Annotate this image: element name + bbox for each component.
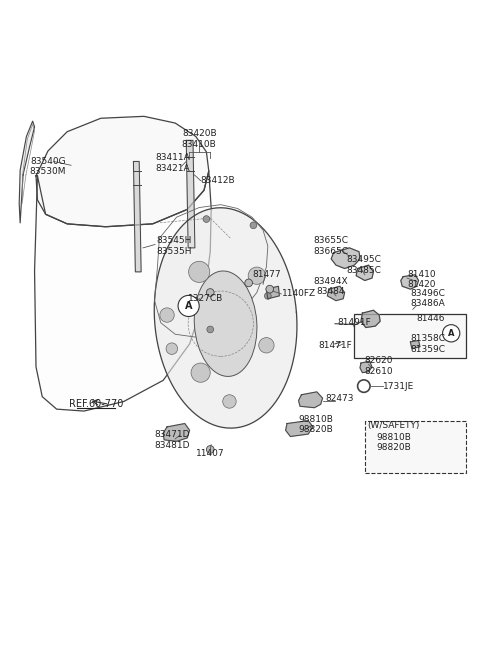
Polygon shape: [154, 208, 297, 428]
Text: 83496C
83486A: 83496C 83486A: [411, 289, 445, 308]
Circle shape: [189, 261, 210, 283]
Circle shape: [166, 343, 178, 354]
Circle shape: [266, 285, 274, 293]
Text: 98810B
98820B: 98810B 98820B: [376, 433, 411, 453]
Text: (W/SAFETY): (W/SAFETY): [367, 421, 420, 430]
Text: 83495C
83485C: 83495C 83485C: [347, 256, 381, 275]
Polygon shape: [356, 265, 373, 281]
Circle shape: [207, 326, 214, 333]
Polygon shape: [410, 340, 420, 349]
Text: 82620
82610: 82620 82610: [364, 356, 393, 376]
Polygon shape: [373, 449, 409, 470]
Text: REF.60-770: REF.60-770: [69, 399, 123, 409]
Bar: [354, 314, 466, 358]
Text: 83411A
83421A: 83411A 83421A: [156, 153, 190, 173]
Text: 83471D
83481D: 83471D 83481D: [154, 430, 190, 449]
Circle shape: [259, 338, 274, 353]
Text: 83412B: 83412B: [201, 176, 235, 185]
Polygon shape: [401, 275, 419, 289]
Polygon shape: [331, 248, 360, 269]
Polygon shape: [186, 141, 195, 248]
Polygon shape: [133, 162, 141, 272]
Polygon shape: [327, 286, 345, 301]
Circle shape: [443, 325, 460, 342]
Text: 82473: 82473: [325, 394, 354, 403]
Polygon shape: [19, 121, 35, 223]
Polygon shape: [36, 116, 209, 227]
Text: 1140FZ: 1140FZ: [282, 290, 316, 298]
Circle shape: [203, 215, 210, 223]
Text: 83494X
83484: 83494X 83484: [313, 277, 348, 296]
Text: A: A: [448, 328, 455, 338]
Ellipse shape: [194, 271, 257, 376]
Text: 81477: 81477: [252, 270, 281, 279]
Circle shape: [160, 308, 174, 323]
Text: 81471F: 81471F: [318, 341, 352, 350]
Polygon shape: [360, 361, 372, 373]
Circle shape: [250, 222, 257, 229]
Circle shape: [206, 445, 214, 453]
Text: A: A: [185, 301, 192, 311]
Polygon shape: [163, 424, 190, 442]
Text: 83545H
83535H: 83545H 83535H: [156, 237, 192, 256]
Text: 81446: 81446: [417, 315, 445, 323]
Text: 83420B
83410B: 83420B 83410B: [182, 129, 216, 148]
Polygon shape: [299, 392, 323, 408]
Circle shape: [245, 279, 252, 286]
Polygon shape: [35, 171, 211, 411]
Polygon shape: [266, 286, 279, 299]
Circle shape: [178, 296, 199, 317]
Text: 81358C
81359C: 81358C 81359C: [411, 334, 445, 353]
Circle shape: [206, 288, 214, 296]
Text: 81491F: 81491F: [337, 318, 371, 327]
Text: 98810B
98820B: 98810B 98820B: [299, 415, 333, 434]
Polygon shape: [361, 310, 380, 328]
Circle shape: [191, 363, 210, 382]
Bar: [365, 420, 466, 472]
Polygon shape: [286, 420, 313, 436]
Text: 83655C
83665C: 83655C 83665C: [314, 237, 348, 256]
Text: 11407: 11407: [196, 449, 225, 458]
Text: 1327CB: 1327CB: [188, 294, 223, 304]
Text: 1731JE: 1731JE: [383, 382, 414, 391]
Text: 81410
81420: 81410 81420: [407, 270, 436, 289]
Circle shape: [223, 395, 236, 408]
Circle shape: [264, 292, 271, 299]
Text: 83540G
83530M: 83540G 83530M: [30, 156, 66, 176]
Circle shape: [248, 267, 265, 284]
